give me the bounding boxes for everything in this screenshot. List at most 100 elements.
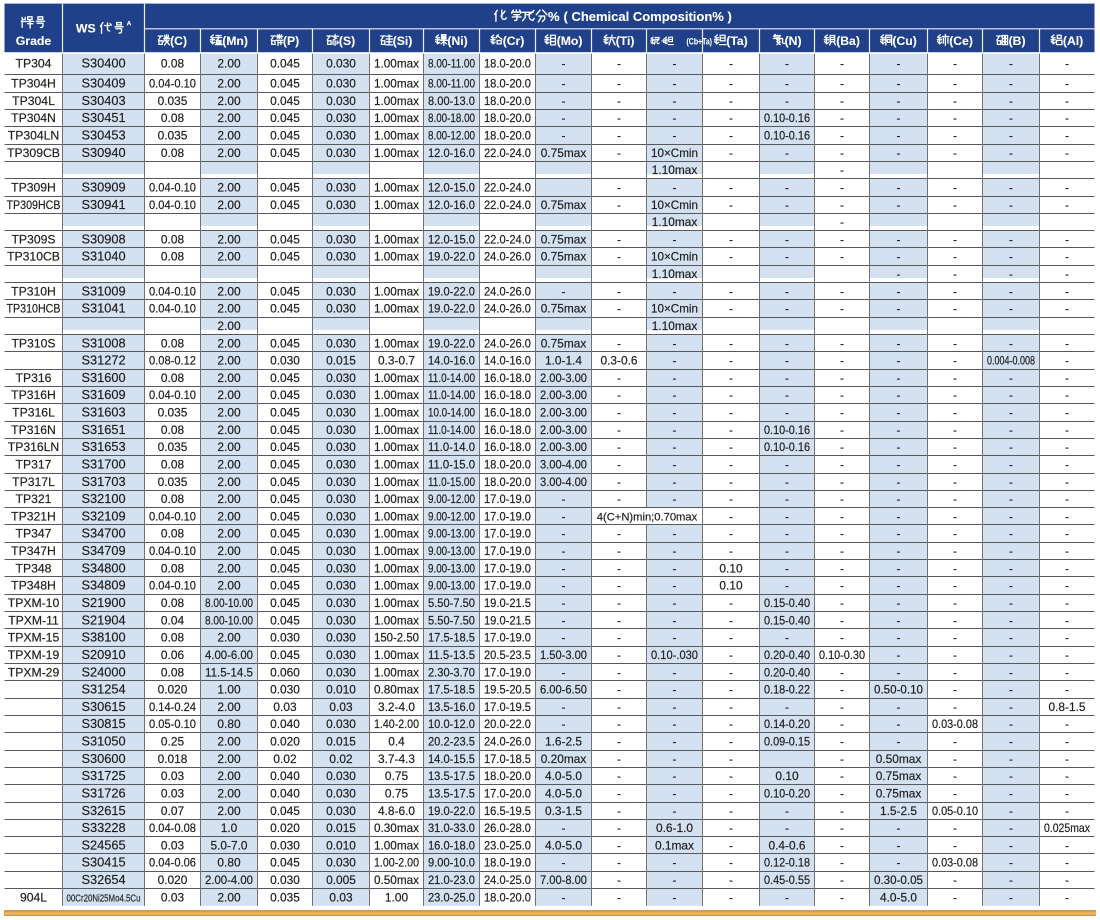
svg-text:-: - [785,458,789,472]
svg-text:-: - [673,873,677,887]
svg-text:0.15-0.40: 0.15-0.40 [764,613,810,627]
svg-text:-: - [1009,129,1013,143]
svg-text:-: - [617,406,621,420]
svg-text:S30940: S30940 [81,145,125,160]
svg-text:-: - [953,890,957,904]
svg-text:WS: WS [76,22,96,36]
svg-text:17.0-20.0: 17.0-20.0 [484,787,531,801]
svg-text:-: - [617,180,621,194]
svg-text:-: - [1009,683,1013,697]
svg-text:-: - [617,648,621,662]
svg-text:S30453: S30453 [81,128,125,143]
svg-text:-: - [1009,613,1013,627]
svg-text:-: - [562,561,566,575]
svg-text:-: - [1009,94,1013,108]
svg-text:17.5-18.5: 17.5-18.5 [428,631,475,645]
svg-text:-: - [840,631,844,645]
svg-text:S32109: S32109 [81,508,125,523]
svg-text:-: - [1009,284,1013,298]
svg-text:-: - [673,111,677,125]
svg-text:9.00-12.00: 9.00-12.00 [428,492,475,506]
svg-text:(Ni): (Ni) [447,34,467,48]
svg-text:-: - [617,198,621,212]
svg-text:-: - [953,77,957,91]
svg-text:1.0: 1.0 [221,821,238,835]
svg-text:-: - [617,492,621,506]
svg-text:-: - [617,544,621,558]
svg-text:-: - [1065,492,1069,506]
svg-text:10.0-12.0: 10.0-12.0 [428,717,475,731]
svg-text:TP304H: TP304H [11,77,56,91]
svg-text:0.035: 0.035 [158,94,188,108]
svg-text:0.04-0.06: 0.04-0.06 [149,856,196,870]
svg-text:1.00: 1.00 [217,683,241,697]
svg-text:S38100: S38100 [81,630,125,645]
svg-text:-: - [617,787,621,801]
svg-text:10×Cmin: 10×Cmin [651,198,698,212]
svg-text:0.045: 0.045 [270,613,300,627]
svg-text:2.00: 2.00 [217,700,241,714]
svg-text:-: - [729,146,733,160]
svg-text:0.030: 0.030 [326,544,356,558]
svg-text:-: - [953,787,957,801]
svg-text:-: - [953,302,957,316]
svg-text:1.00max: 1.00max [374,440,419,454]
svg-text:0.08: 0.08 [161,336,185,350]
svg-text:1.00max: 1.00max [374,302,419,316]
svg-text:-: - [673,388,677,402]
svg-text:-: - [897,406,901,420]
svg-text:-: - [953,683,957,697]
svg-text:-: - [1065,752,1069,766]
svg-text:-: - [953,596,957,610]
svg-text:2.00: 2.00 [217,527,241,541]
svg-text:0.045: 0.045 [270,284,300,298]
svg-text:0.010: 0.010 [326,838,356,852]
svg-text:2.00: 2.00 [217,388,241,402]
svg-text:17.5-18.5: 17.5-18.5 [428,683,475,697]
svg-text:-: - [673,596,677,610]
svg-text:0.4: 0.4 [388,735,405,749]
svg-text:2.00: 2.00 [217,890,241,904]
svg-text:16.0-18.0: 16.0-18.0 [484,388,531,402]
svg-text:TP316H: TP316H [11,388,56,402]
svg-text:-: - [785,354,789,368]
svg-text:-: - [1009,232,1013,246]
svg-text:-: - [729,371,733,385]
svg-text:2.00-4.00: 2.00-4.00 [205,873,253,887]
svg-text:-: - [617,804,621,818]
svg-text:-: - [785,57,789,71]
svg-text:-: - [673,787,677,801]
svg-text:(Cb+Ta): (Cb+Ta) [687,37,713,47]
svg-text:0.10: 0.10 [719,561,743,575]
svg-text:-: - [617,371,621,385]
svg-text:-: - [729,804,733,818]
svg-text:S32615: S32615 [81,803,125,818]
svg-text:-: - [840,180,844,194]
svg-text:-: - [840,458,844,472]
svg-text:19.0-22.0: 19.0-22.0 [428,804,475,818]
svg-text:-: - [897,94,901,108]
svg-text:12.0-15.0: 12.0-15.0 [428,180,475,194]
svg-text:0.030: 0.030 [326,336,356,350]
svg-text:TP304LN: TP304LN [8,129,60,143]
svg-text:-: - [673,475,677,489]
svg-text:-: - [673,180,677,194]
svg-text:18.0-20.0: 18.0-20.0 [484,129,531,143]
svg-text:-: - [617,146,621,160]
svg-text:0.010: 0.010 [326,683,356,697]
svg-text:-: - [840,284,844,298]
svg-text:0.030: 0.030 [326,631,356,645]
svg-text:-: - [729,769,733,783]
svg-text:S31600: S31600 [81,370,125,385]
svg-text:-: - [617,232,621,246]
svg-text:-: - [673,735,677,749]
svg-text:0.045: 0.045 [270,596,300,610]
svg-text:-: - [673,77,677,91]
svg-text:18.0-20.0: 18.0-20.0 [484,890,531,904]
svg-text:0.25: 0.25 [161,735,185,749]
svg-text:24.0-26.0: 24.0-26.0 [484,336,531,350]
svg-text:0.045: 0.045 [270,129,300,143]
svg-text:0.50max: 0.50max [374,873,419,887]
svg-text:%: % [548,9,560,24]
svg-text:0.04-0.10: 0.04-0.10 [149,180,196,194]
